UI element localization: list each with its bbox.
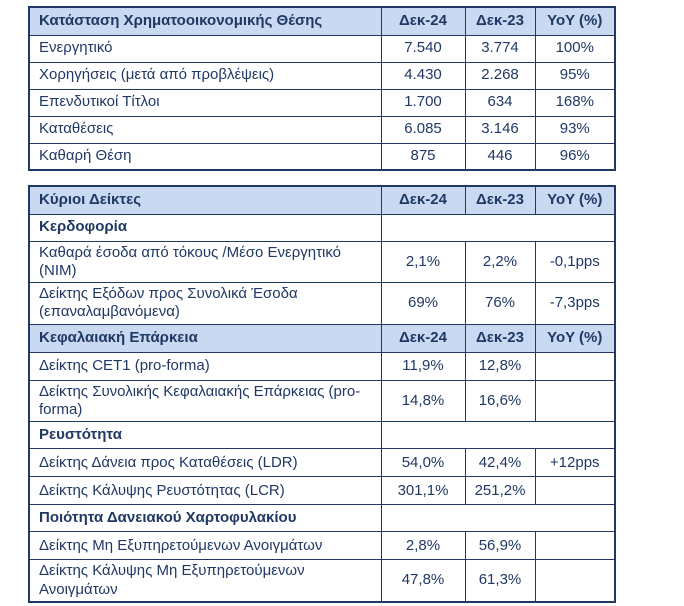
row-label: Δείκτης Δάνεια προς Καταθέσεις (LDR)	[28, 448, 382, 478]
cell-yoy	[534, 476, 616, 506]
row-label: Δείκτης CET1 (pro-forma)	[28, 351, 382, 381]
subheader-label: Κεφαλαιακή Επάρκεια	[28, 323, 382, 353]
table-row-assets: Ενεργητικό 7.540 3.774 100%	[28, 34, 616, 63]
cell-dec24: 7.540	[380, 34, 466, 63]
table2-header-row: Κύριοι Δείκτες Δεκ-24 Δεκ-23 YoY (%)	[28, 185, 616, 215]
cell-yoy	[534, 379, 616, 423]
cell-dec24: 54,0%	[380, 448, 466, 478]
table-row-total-capital-ratio: Δείκτης Συνολικής Κεφαλαιακής Επάρκειας …	[28, 379, 616, 423]
cell-yoy: 96%	[534, 142, 616, 171]
section-row-loan-portfolio-quality: Ποιότητα Δανειακού Χαρτοφυλακίου	[28, 504, 616, 533]
cell-dec23: 251,2%	[464, 476, 536, 506]
cell-dec24: 301,1%	[380, 476, 466, 506]
cell-yoy: 168%	[534, 88, 616, 117]
table2-col-dec24: Δεκ-24	[380, 185, 466, 215]
cell-yoy: -0,1pps	[534, 240, 616, 284]
table-row-equity: Καθαρή Θέση 875 446 96%	[28, 142, 616, 171]
section-label: Ποιότητα Δανειακού Χαρτοφυλακίου	[28, 504, 382, 533]
cell-dec23: 76%	[464, 282, 536, 325]
subheader-col-dec23: Δεκ-23	[464, 323, 536, 353]
table-row-npe-ratio: Δείκτης Μη Εξυπηρετούμενων Ανοιγμάτων 2,…	[28, 531, 616, 561]
subheader-col-yoy: YoY (%)	[534, 323, 616, 353]
cell-dec23: 16,6%	[464, 379, 536, 423]
key-indicators-table: Κύριοι Δείκτες Δεκ-24 Δεκ-23 YoY (%) Κερ…	[28, 185, 616, 603]
table1-header-row: Κατάσταση Χρηματοοικονομικής Θέσης Δεκ-2…	[28, 6, 616, 36]
cell-dec23: 3.774	[464, 34, 536, 63]
row-label: Καθαρά έσοδα από τόκους /Μέσο Ενεργητικό…	[28, 240, 382, 284]
cell-yoy	[534, 351, 616, 381]
table1-title: Κατάσταση Χρηματοοικονομικής Θέσης	[28, 6, 382, 36]
cell-yoy: 95%	[534, 61, 616, 90]
subheader-col-dec24: Δεκ-24	[380, 323, 466, 353]
cell-dec23: 634	[464, 88, 536, 117]
cell-dec24: 2,8%	[380, 531, 466, 561]
cell-dec23: 2.268	[464, 61, 536, 90]
row-label: Επενδυτικοί Τίτλοι	[28, 88, 382, 117]
section-label: Κερδοφορία	[28, 213, 382, 242]
cell-dec24: 4.430	[380, 61, 466, 90]
cell-dec23: 3.146	[464, 115, 536, 144]
cell-dec23: 446	[464, 142, 536, 171]
table-row-investment-securities: Επενδυτικοί Τίτλοι 1.700 634 168%	[28, 88, 616, 117]
section-empty-cell	[380, 213, 616, 242]
cell-yoy: 93%	[534, 115, 616, 144]
cell-dec23: 61,3%	[464, 559, 536, 603]
cell-dec24: 1.700	[380, 88, 466, 117]
cell-yoy	[534, 559, 616, 603]
table1-col-dec24: Δεκ-24	[380, 6, 466, 36]
row-label: Δείκτης Εξόδων προς Συνολικά Έσοδα (επαν…	[28, 282, 382, 325]
table-row-lcr: Δείκτης Κάλυψης Ρευστότητας (LCR) 301,1%…	[28, 476, 616, 506]
table-row-ldr: Δείκτης Δάνεια προς Καταθέσεις (LDR) 54,…	[28, 448, 616, 478]
table2-col-dec23: Δεκ-23	[464, 185, 536, 215]
row-label: Καθαρή Θέση	[28, 142, 382, 171]
section-label: Ρευστότητα	[28, 421, 382, 450]
row-label: Δείκτης Συνολικής Κεφαλαιακής Επάρκειας …	[28, 379, 382, 423]
section-row-profitability: Κερδοφορία	[28, 213, 616, 242]
cell-yoy: +12pps	[534, 448, 616, 478]
row-label: Ενεργητικό	[28, 34, 382, 63]
cell-yoy: 100%	[534, 34, 616, 63]
financial-position-table: Κατάσταση Χρηματοοικονομικής Θέσης Δεκ-2…	[28, 6, 616, 171]
row-label: Χορηγήσεις (μετά από προβλέψεις)	[28, 61, 382, 90]
section-empty-cell	[380, 504, 616, 533]
section-row-liquidity: Ρευστότητα	[28, 421, 616, 450]
table1-col-yoy: YoY (%)	[534, 6, 616, 36]
cell-dec23: 2,2%	[464, 240, 536, 284]
row-label: Καταθέσεις	[28, 115, 382, 144]
row-label: Δείκτης Κάλυψης Μη Εξυπηρετούμενων Ανοιγ…	[28, 559, 382, 603]
subheader-row-capital-adequacy: Κεφαλαιακή Επάρκεια Δεκ-24 Δεκ-23 YoY (%…	[28, 323, 616, 353]
section-empty-cell	[380, 421, 616, 450]
cell-dec24: 14,8%	[380, 379, 466, 423]
table2-title: Κύριοι Δείκτες	[28, 185, 382, 215]
row-label: Δείκτης Κάλυψης Ρευστότητας (LCR)	[28, 476, 382, 506]
cell-yoy: -7,3pps	[534, 282, 616, 325]
cell-dec24: 875	[380, 142, 466, 171]
cell-dec24: 11,9%	[380, 351, 466, 381]
cell-dec23: 12,8%	[464, 351, 536, 381]
cell-dec23: 42,4%	[464, 448, 536, 478]
table-row-cet1: Δείκτης CET1 (pro-forma) 11,9% 12,8%	[28, 351, 616, 381]
cell-dec24: 69%	[380, 282, 466, 325]
cell-dec24: 2,1%	[380, 240, 466, 284]
table2-col-yoy: YoY (%)	[534, 185, 616, 215]
cell-dec24: 47,8%	[380, 559, 466, 603]
table1-col-dec23: Δεκ-23	[464, 6, 536, 36]
row-label: Δείκτης Μη Εξυπηρετούμενων Ανοιγμάτων	[28, 531, 382, 561]
cell-dec23: 56,9%	[464, 531, 536, 561]
table-row-nim: Καθαρά έσοδα από τόκους /Μέσο Ενεργητικό…	[28, 240, 616, 284]
cell-yoy	[534, 531, 616, 561]
table-row-loans: Χορηγήσεις (μετά από προβλέψεις) 4.430 2…	[28, 61, 616, 90]
table-row-deposits: Καταθέσεις 6.085 3.146 93%	[28, 115, 616, 144]
table-row-npe-coverage: Δείκτης Κάλυψης Μη Εξυπηρετούμενων Ανοιγ…	[28, 559, 616, 603]
cell-dec24: 6.085	[380, 115, 466, 144]
table-row-cost-to-income: Δείκτης Εξόδων προς Συνολικά Έσοδα (επαν…	[28, 282, 616, 325]
